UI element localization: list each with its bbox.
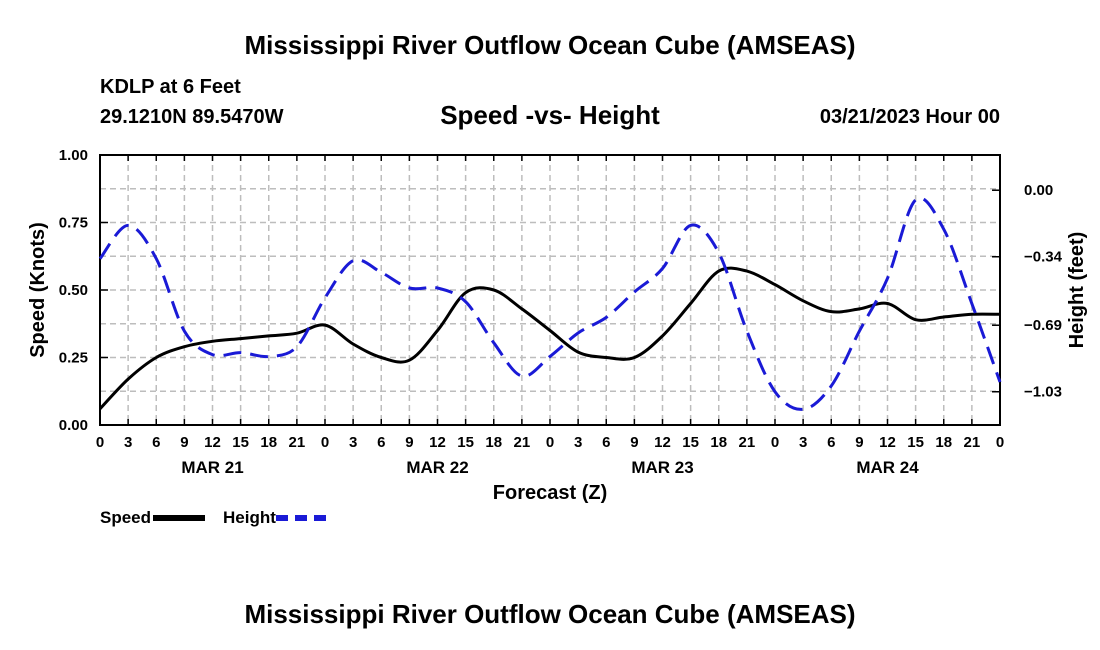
y-left-tick-label: 0.75 [59, 215, 88, 232]
x-tick-label: 18 [260, 434, 277, 451]
y-right-tick-label: −0.69 [1024, 317, 1062, 334]
x-tick-label: 6 [152, 434, 160, 451]
chart-grid [100, 155, 1000, 425]
chart-main-title: Mississippi River Outflow Ocean Cube (AM… [244, 30, 856, 60]
x-tick-label: 18 [485, 434, 502, 451]
x-tick-label: 9 [405, 434, 413, 451]
y-left-tick-label: 0.25 [59, 350, 88, 367]
x-tick-label: 6 [602, 434, 610, 451]
x-tick-label: 3 [349, 434, 357, 451]
y-right-tick-label: −1.03 [1024, 384, 1062, 401]
x-tick-label: 0 [546, 434, 554, 451]
legend-speed-label: Speed [100, 508, 152, 527]
chart-series [98, 196, 1002, 411]
x-tick-label: 0 [321, 434, 329, 451]
x-day-label: MAR 24 [856, 458, 919, 477]
x-tick-label: 3 [124, 434, 132, 451]
y-left-tick-label: 0.00 [59, 417, 88, 434]
coordinates-label: 29.1210N 89.5470W [100, 106, 284, 128]
y-axis-left-label: Speed (Knots) [27, 222, 49, 358]
height-series-line [98, 196, 1002, 411]
x-tick-label: 12 [204, 434, 221, 451]
x-day-label: MAR 21 [181, 458, 243, 477]
x-tick-label: 21 [739, 434, 756, 451]
footer-title: Mississippi River Outflow Ocean Cube (AM… [244, 599, 856, 629]
x-tick-label: 3 [799, 434, 807, 451]
x-tick-label: 18 [710, 434, 727, 451]
y-right-tick-label: −0.34 [1024, 249, 1063, 266]
x-tick-label: 9 [630, 434, 638, 451]
x-tick-label: 15 [232, 434, 249, 451]
x-tick-label: 6 [377, 434, 385, 451]
legend-speed-line [153, 515, 206, 521]
y-right-tick-label: 0.00 [1024, 182, 1053, 199]
x-tick-label: 15 [457, 434, 474, 451]
x-axis-label: Forecast (Z) [492, 482, 608, 504]
chart-legend: Speed Height [100, 508, 344, 528]
x-day-label: MAR 22 [406, 458, 468, 477]
x-tick-label: 15 [907, 434, 924, 451]
axis-ticks: 0 3 6 9 12 15 18 21 0 3 6 9 12 15 18 21 0 3 6 9 12 15 18 21 0 3 6 9… [59, 147, 1063, 477]
forecast-datetime: 03/21/2023 Hour 00 [819, 106, 1000, 128]
legend-height-line [275, 515, 326, 521]
x-tick-label: 0 [996, 434, 1004, 451]
x-tick-label: 9 [180, 434, 188, 451]
x-tick-label: 6 [827, 434, 835, 451]
y-axis-right-label: Height (feet) [1066, 232, 1088, 349]
x-tick-label: 21 [289, 434, 306, 451]
x-tick-label: 0 [771, 434, 779, 451]
x-tick-label: 12 [654, 434, 671, 451]
x-day-label: MAR 23 [631, 458, 693, 477]
speed-series-line [98, 266, 1001, 410]
x-tick-label: 12 [429, 434, 446, 451]
x-tick-label: 12 [879, 434, 896, 451]
station-label: KDLP at 6 Feet [100, 76, 241, 98]
legend-height-label: Height [223, 508, 276, 527]
x-tick-label: 3 [574, 434, 582, 451]
x-tick-label: 15 [682, 434, 699, 451]
chart-subtitle: Speed -vs- Height [440, 100, 660, 130]
x-tick-label: 0 [96, 434, 104, 451]
y-left-tick-label: 1.00 [59, 147, 88, 164]
x-tick-label: 18 [935, 434, 952, 451]
y-left-tick-label: 0.50 [59, 282, 88, 299]
x-tick-label: 21 [964, 434, 981, 451]
x-tick-label: 21 [514, 434, 531, 451]
x-tick-label: 9 [855, 434, 863, 451]
